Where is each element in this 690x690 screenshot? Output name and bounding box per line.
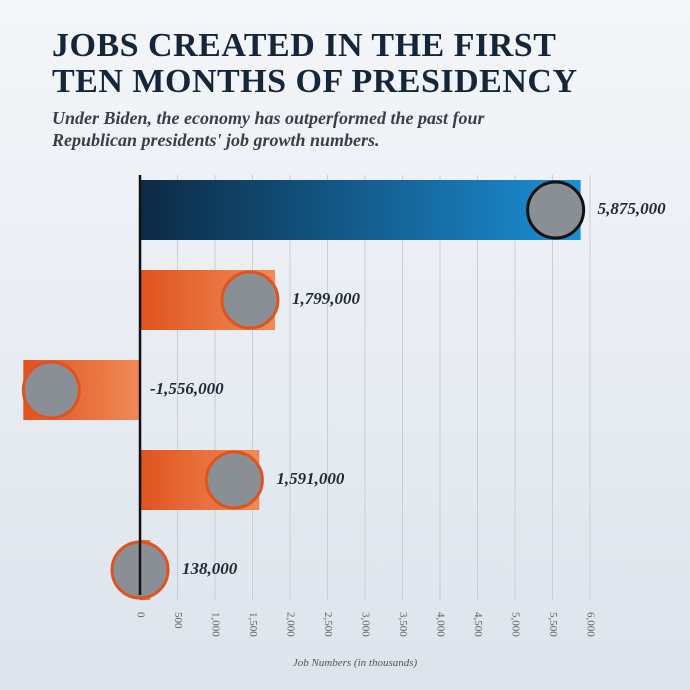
portrait	[21, 360, 81, 420]
x-tick-label: 0	[134, 612, 146, 618]
x-tick-label: 3,500	[397, 612, 409, 637]
x-tick-label: 4,500	[472, 612, 484, 637]
portrait	[204, 450, 264, 510]
x-axis-label: Job Numbers (in thousands)	[293, 657, 418, 669]
value-label: 138,000	[182, 559, 238, 578]
x-tick-label: 3,000	[359, 612, 371, 637]
bar	[140, 180, 581, 240]
x-tick-label: 2,500	[322, 612, 334, 637]
x-tick-label: 500	[172, 612, 184, 629]
value-label: 1,799,000	[292, 289, 361, 308]
x-tick-label: 1,000	[209, 612, 221, 637]
x-tick-label: 5,500	[547, 612, 559, 637]
portrait	[220, 270, 280, 330]
chart-subtitle: Republican presidents' job growth number…	[51, 130, 380, 150]
x-tick-label: 2,000	[284, 612, 296, 637]
value-label: -1,556,000	[150, 379, 224, 398]
chart-subtitle: Under Biden, the economy has outperforme…	[52, 108, 486, 128]
chart-title: TEN MONTHS OF PRESIDENCY	[52, 63, 578, 100]
value-label: 1,591,000	[276, 469, 345, 488]
x-tick-label: 1,500	[247, 612, 259, 637]
chart-title: JOBS CREATED IN THE FIRST	[52, 27, 556, 64]
portrait	[526, 180, 586, 240]
x-tick-label: 4,000	[434, 612, 446, 637]
x-tick-label: 6,000	[584, 612, 596, 637]
x-tick-label: 5,000	[509, 612, 521, 637]
value-label: 5,875,000	[598, 199, 667, 218]
